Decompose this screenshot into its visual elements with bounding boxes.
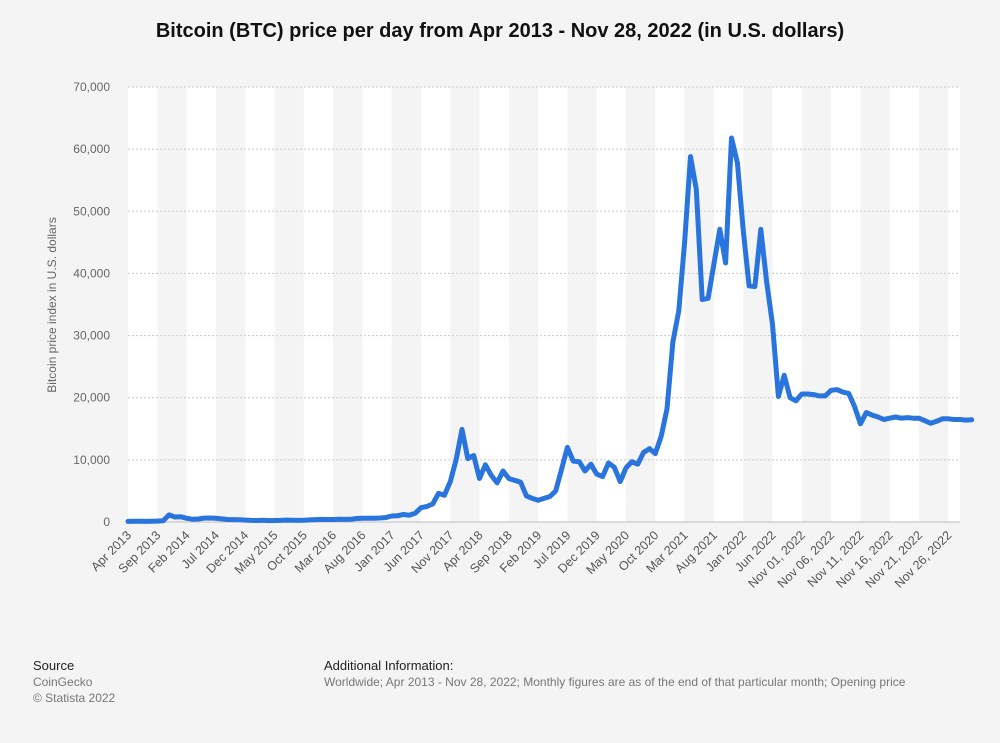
line-chart: 0 10,000 20,000 30,000 40,000 50,000 60,000 70,…: [45, 80, 975, 591]
source-heading: Source: [33, 658, 75, 673]
background-band: [245, 87, 275, 522]
background-band: [538, 87, 568, 522]
info-heading: Additional Information:: [324, 658, 454, 673]
additional-info-block: Additional Information: Worldwide; Apr 2…: [324, 658, 905, 690]
copyright: © Statista 2022: [33, 691, 116, 705]
background-band: [831, 87, 861, 522]
series-line-btc-price: [125, 135, 975, 524]
background-band: [362, 87, 392, 522]
background-band: [889, 87, 919, 522]
y-tick-label: 30,000: [73, 329, 110, 343]
y-tick-label: 20,000: [73, 391, 110, 405]
y-tick-label: 70,000: [73, 80, 110, 94]
y-axis-ticks: 0 10,000 20,000 30,000 40,000 50,000 60,000 70,…: [73, 80, 110, 529]
background-band: [420, 87, 451, 522]
background-band: [596, 87, 627, 522]
background-bands: [128, 87, 960, 522]
y-axis-label: Bitcoin price index in U.S. dollars: [45, 217, 59, 392]
info-text: Worldwide; Apr 2013 - Nov 28, 2022; Mont…: [324, 675, 906, 689]
y-tick-label: 50,000: [73, 204, 110, 218]
y-tick-label: 10,000: [73, 453, 110, 467]
background-band: [303, 87, 334, 522]
y-tick-label: 40,000: [73, 266, 110, 280]
background-band: [948, 87, 960, 522]
source-block: Source CoinGecko © Statista 2022: [33, 658, 115, 706]
y-tick-label: 60,000: [73, 142, 110, 156]
source-name[interactable]: CoinGecko: [33, 675, 93, 689]
background-band: [128, 87, 158, 522]
chart-title: Bitcoin (BTC) price per day from Apr 201…: [155, 20, 845, 42]
background-band: [772, 87, 802, 522]
y-tick-label: 0: [103, 515, 110, 529]
background-band: [186, 87, 216, 522]
background-band: [479, 87, 509, 522]
